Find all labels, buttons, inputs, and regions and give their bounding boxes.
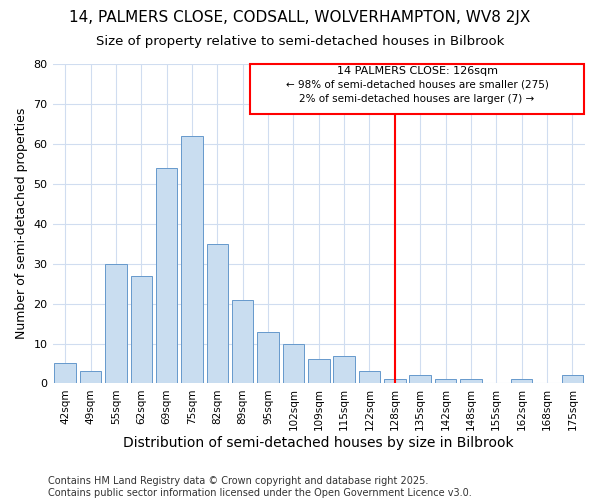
Bar [359,372,380,384]
Bar [460,380,482,384]
Text: 14 PALMERS CLOSE: 126sqm: 14 PALMERS CLOSE: 126sqm [337,66,497,76]
Y-axis label: Number of semi-detached properties: Number of semi-detached properties [15,108,28,340]
X-axis label: Distribution of semi-detached houses by size in Bilbrook: Distribution of semi-detached houses by … [124,436,514,450]
Text: 2% of semi-detached houses are larger (7) →: 2% of semi-detached houses are larger (7… [299,94,535,104]
Bar [511,380,532,384]
Bar [435,380,457,384]
Bar [55,364,76,384]
Bar [257,332,279,384]
Bar [131,276,152,384]
Bar [80,372,101,384]
Bar [562,376,583,384]
Bar [283,344,304,384]
Bar [206,244,228,384]
Bar [105,264,127,384]
Bar [232,300,253,384]
Text: 14, PALMERS CLOSE, CODSALL, WOLVERHAMPTON, WV8 2JX: 14, PALMERS CLOSE, CODSALL, WOLVERHAMPTO… [70,10,530,25]
Text: ← 98% of semi-detached houses are smaller (275): ← 98% of semi-detached houses are smalle… [286,80,548,90]
Bar [409,376,431,384]
Text: Size of property relative to semi-detached houses in Bilbrook: Size of property relative to semi-detach… [96,35,504,48]
Bar [308,360,329,384]
Bar [384,380,406,384]
Bar [250,64,584,114]
Bar [181,136,203,384]
Bar [156,168,178,384]
Bar [334,356,355,384]
Text: Contains HM Land Registry data © Crown copyright and database right 2025.
Contai: Contains HM Land Registry data © Crown c… [48,476,472,498]
